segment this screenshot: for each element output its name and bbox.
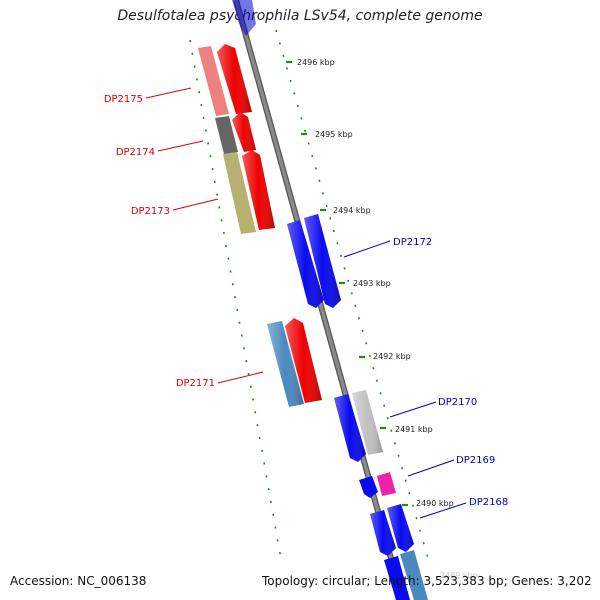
gene-dp2173[interactable] — [223, 150, 275, 234]
gene-label: DP2175 — [104, 94, 143, 105]
kbp-labels: 2496 kbp 2495 kbp 2494 kbp 2493 kbp 2492… — [297, 58, 478, 580]
gene-label: DP2171 — [176, 378, 215, 389]
gene-label: DP2173 — [131, 206, 170, 217]
gene-label: DP2172 — [393, 237, 432, 248]
gene-dp2174[interactable] — [215, 112, 256, 154]
gene-label: DP2174 — [116, 147, 155, 158]
gene-dp2172[interactable] — [287, 214, 341, 308]
gene-dp2168[interactable] — [370, 504, 414, 556]
kbp-label: 2495 kbp — [315, 130, 353, 139]
callout-lines — [145, 87, 467, 519]
kbp-label: 2492 kbp — [373, 352, 411, 361]
tick-marks — [189, 29, 431, 566]
gene-dp2169[interactable] — [359, 472, 396, 498]
gene-dp2175[interactable] — [198, 44, 252, 116]
gene-label: DP2170 — [438, 397, 477, 408]
kbp-label: 2496 kbp — [297, 58, 335, 67]
map-title: Desulfotalea psychrophila LSv54, complet… — [117, 8, 483, 24]
gene-labels: DP2175 DP2174 DP2173 DP2172 DP2171 DP217… — [104, 94, 508, 508]
kbp-label: 2489 kbp — [440, 571, 478, 580]
partial-genes-bottom[interactable] — [384, 550, 428, 600]
kbp-label: 2494 kbp — [333, 206, 371, 215]
accession-text: Accession: NC_006138 — [10, 574, 147, 588]
kbp-label: 2493 kbp — [353, 279, 391, 288]
genome-summary: Topology: circular; Length: 3,523,383 bp… — [262, 574, 592, 588]
kbp-ticks — [286, 60, 408, 507]
kbp-label: 2490 kbp — [416, 499, 454, 508]
gene-label: DP2169 — [456, 455, 495, 466]
partial-gene-top[interactable] — [232, 0, 256, 36]
gene-dp2171[interactable] — [267, 318, 322, 407]
kbp-label: 2491 kbp — [395, 425, 433, 434]
gene-label: DP2168 — [469, 497, 508, 508]
gene-dp2170[interactable] — [334, 390, 383, 462]
